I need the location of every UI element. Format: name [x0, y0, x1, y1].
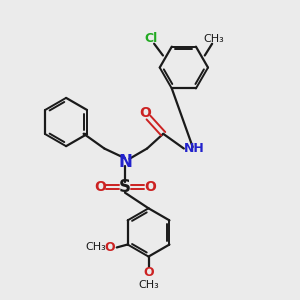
Text: Cl: Cl [144, 32, 157, 46]
Text: N: N [118, 153, 132, 171]
Text: CH₃: CH₃ [138, 280, 159, 290]
Text: CH₃: CH₃ [86, 242, 106, 253]
Text: O: O [143, 266, 154, 279]
Text: CH₃: CH₃ [203, 34, 224, 44]
Text: O: O [94, 180, 106, 194]
Text: O: O [144, 180, 156, 194]
Text: O: O [105, 241, 115, 254]
Text: NH: NH [184, 142, 205, 155]
Text: S: S [119, 178, 131, 196]
Text: O: O [139, 106, 151, 120]
